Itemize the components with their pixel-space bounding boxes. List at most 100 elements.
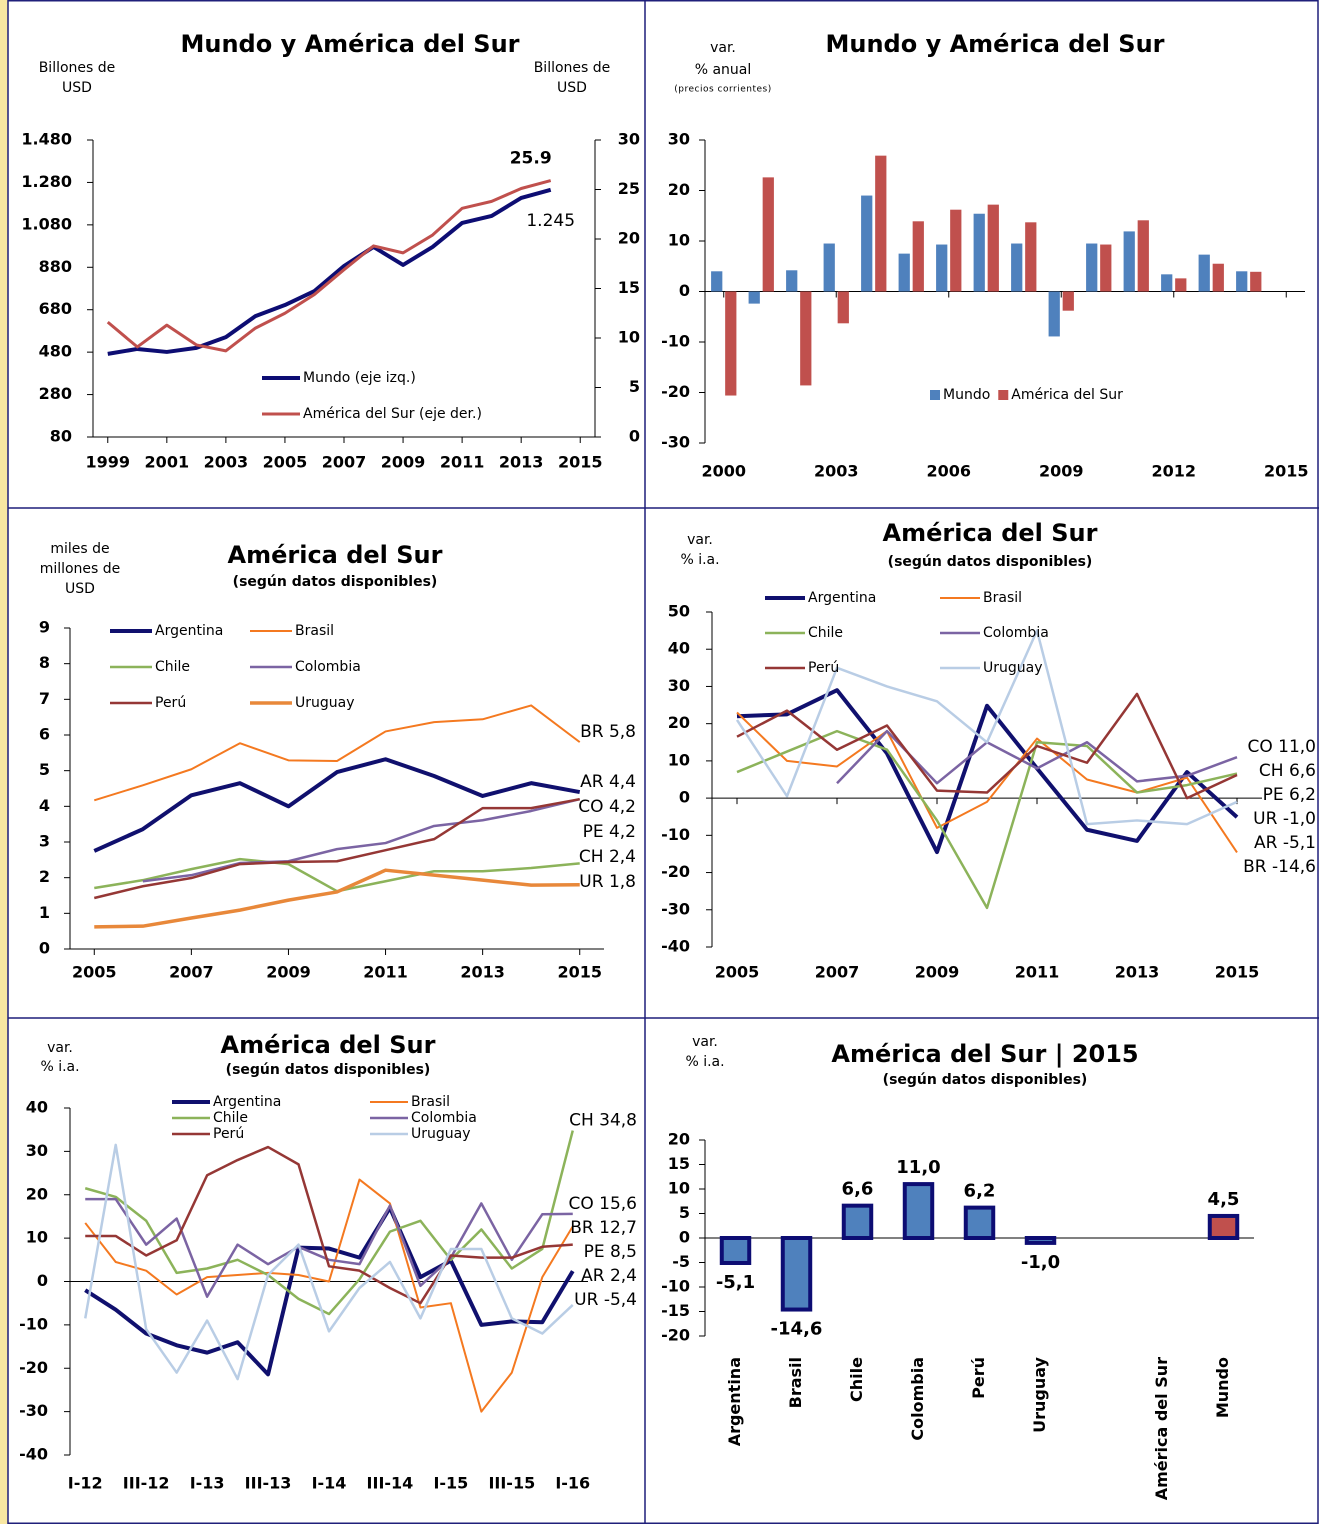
frame <box>7 0 1319 1524</box>
chart-subtitle: (según datos disponibles) <box>233 574 438 590</box>
bar <box>1123 231 1135 292</box>
data-label: PE 4,2 <box>583 822 636 842</box>
chart-title: América del Sur <box>221 1031 436 1059</box>
data-label: UR 1,8 <box>579 872 636 892</box>
y-tick-label: 50 <box>668 602 690 621</box>
x-tick-label: 2015 <box>1215 963 1260 982</box>
y-tick-label: 20 <box>668 1130 690 1149</box>
bar <box>823 243 835 292</box>
legend-label: Chile <box>155 659 190 675</box>
y-tick-label: 10 <box>668 231 690 250</box>
y-tick-label: 0 <box>629 427 640 446</box>
legend-swatch <box>998 390 1009 400</box>
x-tick-label: 2006 <box>926 462 971 481</box>
bar <box>1100 244 1112 292</box>
legend-label: Mundo (eje izq.) <box>303 370 416 386</box>
bar <box>762 177 774 292</box>
y-tick-label: 80 <box>50 427 72 446</box>
x-tick-label: 2007 <box>322 453 367 472</box>
data-label: CH 6,6 <box>1259 761 1316 781</box>
data-label: CO 15,6 <box>568 1194 637 1214</box>
line <box>736 711 1238 854</box>
line <box>84 1130 574 1316</box>
y-tick-label: 0 <box>37 1271 48 1290</box>
y-tick-label: 880 <box>39 257 72 276</box>
line <box>142 797 581 883</box>
x-tick-label: 1999 <box>85 453 130 472</box>
y-axis-label: var. <box>687 532 713 548</box>
y-tick-label: 1 <box>39 903 50 922</box>
y-tick-label: -30 <box>19 1401 48 1420</box>
y-tick-label: -20 <box>19 1358 48 1377</box>
bar <box>1062 291 1074 311</box>
legend-label: Argentina <box>155 623 223 639</box>
data-label: -1,0 <box>1021 1252 1060 1273</box>
y-axis-label: miles de <box>50 541 109 557</box>
data-label: 1.245 <box>526 211 575 231</box>
line <box>84 1178 574 1413</box>
legend-label: Colombia <box>295 659 361 675</box>
legend-label: Colombia <box>983 625 1049 641</box>
x-tick-label: 2011 <box>363 963 408 982</box>
y-tick-label: -10 <box>661 332 690 351</box>
legend-label: Colombia <box>411 1110 477 1126</box>
x-tick-label: 2005 <box>715 963 760 982</box>
x-tick-label: 2003 <box>814 462 859 481</box>
y-tick-label: 20 <box>668 180 690 199</box>
bar <box>1086 243 1098 292</box>
y-tick-label: 20 <box>26 1184 48 1203</box>
bar <box>912 221 924 292</box>
legend-label: Perú <box>155 695 186 711</box>
legend-label: Perú <box>213 1126 244 1142</box>
bar <box>963 1205 996 1240</box>
bar <box>725 291 737 396</box>
y-tick-label: 8 <box>39 653 50 672</box>
x-tick-label: 2015 <box>557 963 602 982</box>
data-label: AR 4,4 <box>580 772 636 792</box>
data-label: CO 4,2 <box>578 797 636 817</box>
line <box>94 857 580 893</box>
bar <box>973 213 985 292</box>
x-tick-label: 2009 <box>915 963 960 982</box>
x-tick-label: 2007 <box>815 963 860 982</box>
y-tick-label: 1.080 <box>21 214 72 233</box>
y-tick-label: 7 <box>39 689 50 708</box>
x-tick-label: Chile <box>847 1357 866 1402</box>
data-label: PE 8,5 <box>584 1242 637 1262</box>
bar <box>987 204 999 292</box>
chart-title: América del Sur | 2015 <box>831 1040 1138 1068</box>
data-label: UR -5,4 <box>574 1290 637 1310</box>
y-tick-label: 40 <box>26 1098 48 1117</box>
x-tick-label: Uruguay <box>1030 1356 1049 1432</box>
bar <box>875 155 887 292</box>
y-tick-label: -10 <box>19 1314 48 1333</box>
x-tick-label: Argentina <box>725 1357 744 1446</box>
line <box>735 629 1238 826</box>
x-tick-label: III-13 <box>245 1474 292 1493</box>
y-tick-label: -20 <box>661 382 690 401</box>
y-tick-label: 10 <box>668 750 690 769</box>
data-label: UR -1,0 <box>1253 809 1316 829</box>
data-label: -5,1 <box>716 1272 755 1293</box>
chart-subtitle: (según datos disponibles) <box>888 554 1093 570</box>
bar <box>1011 243 1023 292</box>
chart-title: América del Sur <box>228 541 443 569</box>
y-axis-label: % anual <box>695 62 752 78</box>
data-label: 25.9 <box>510 149 552 169</box>
bar <box>898 253 910 292</box>
legend-label: Argentina <box>808 590 876 606</box>
y-tick-label: -40 <box>661 937 690 956</box>
y-tick-label: 0 <box>679 788 690 807</box>
line <box>736 688 1239 855</box>
legend-label: Brasil <box>295 623 334 639</box>
bar <box>719 1236 752 1265</box>
bar <box>1212 263 1224 292</box>
bar <box>1198 254 1210 292</box>
y-tick-label: 15 <box>668 1154 690 1173</box>
x-tick-label: I-16 <box>555 1474 590 1493</box>
legend-label: Chile <box>213 1110 248 1126</box>
y-axis-label: var. <box>47 1040 73 1056</box>
y-tick-label: 680 <box>39 299 72 318</box>
y2-axis-label: Billones de <box>534 60 611 76</box>
